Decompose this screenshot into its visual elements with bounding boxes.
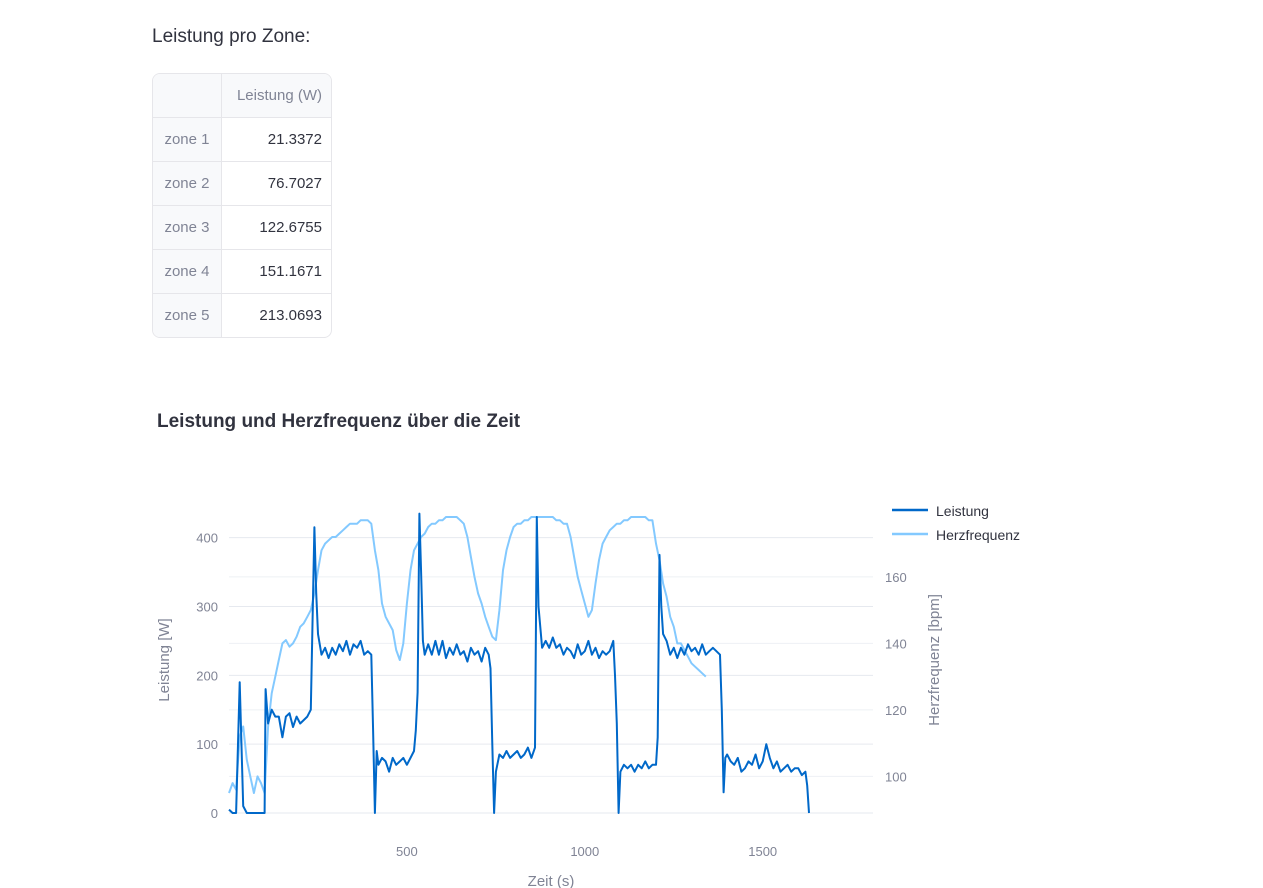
row-label: zone 1 xyxy=(153,117,222,162)
row-value[interactable]: 151.1671 xyxy=(221,249,331,294)
series-lines[interactable] xyxy=(228,512,810,814)
table-row: zone 3 122.6755 xyxy=(153,205,331,250)
x-tick-label: 1000 xyxy=(570,844,599,859)
zone-table: Leistung (W) zone 1 21.3372 zone 2 76.70… xyxy=(152,73,332,338)
row-value[interactable]: 122.6755 xyxy=(221,205,331,250)
table-row: zone 5 213.0693 xyxy=(153,293,331,337)
table-row: zone 4 151.1671 xyxy=(153,249,331,294)
row-value[interactable]: 21.3372 xyxy=(221,117,331,162)
legend[interactable]: Leistung Herzfrequenz xyxy=(892,503,1020,543)
row-value[interactable]: 76.7027 xyxy=(221,161,331,206)
y-tick-label: 200 xyxy=(196,668,218,683)
series-line-herzfrequenz[interactable] xyxy=(228,516,707,794)
row-label: zone 2 xyxy=(153,161,222,206)
x-tick-label: 1500 xyxy=(748,844,777,859)
y-tick-label: 0 xyxy=(211,806,218,821)
table-row: zone 2 76.7027 xyxy=(153,161,331,206)
y-tick-label: 400 xyxy=(196,531,218,546)
x-axis-title: Zeit (s) xyxy=(528,873,575,888)
table-corner-cell xyxy=(153,74,222,118)
chart-title: Leistung und Herzfrequenz über die Zeit xyxy=(157,411,521,432)
y-tick-label: 100 xyxy=(196,737,218,752)
grid-lines xyxy=(229,537,873,814)
series-line-leistung[interactable] xyxy=(228,512,810,814)
y-tick-label: 300 xyxy=(196,599,218,614)
row-label: zone 5 xyxy=(153,293,222,337)
zone-heading: Leistung pro Zone: xyxy=(152,26,311,47)
x-tick-label: 500 xyxy=(396,844,418,859)
y2-tick-label: 160 xyxy=(885,570,907,585)
y-axis-title: Leistung [W] xyxy=(156,618,173,701)
row-value[interactable]: 213.0693 xyxy=(259,307,322,324)
row-label: zone 4 xyxy=(153,249,222,294)
y2-tick-label: 140 xyxy=(885,636,907,651)
y2-axis-title: Herzfrequenz [bpm] xyxy=(926,594,943,726)
row-label: zone 3 xyxy=(153,205,222,250)
column-header-leistung[interactable]: Leistung (W) xyxy=(221,74,331,118)
y2-tick-label: 120 xyxy=(885,703,907,718)
axis-ticks: 0 100 200 300 400 100 120 140 160 500 1000 1500 xyxy=(196,531,906,859)
table-row: zone 1 21.3372 xyxy=(153,117,331,162)
table-header-row: Leistung (W) xyxy=(153,74,331,118)
legend-label-herzfrequenz[interactable]: Herzfrequenz xyxy=(936,527,1020,543)
legend-label-leistung[interactable]: Leistung xyxy=(936,503,989,519)
y2-tick-label: 100 xyxy=(885,769,907,784)
